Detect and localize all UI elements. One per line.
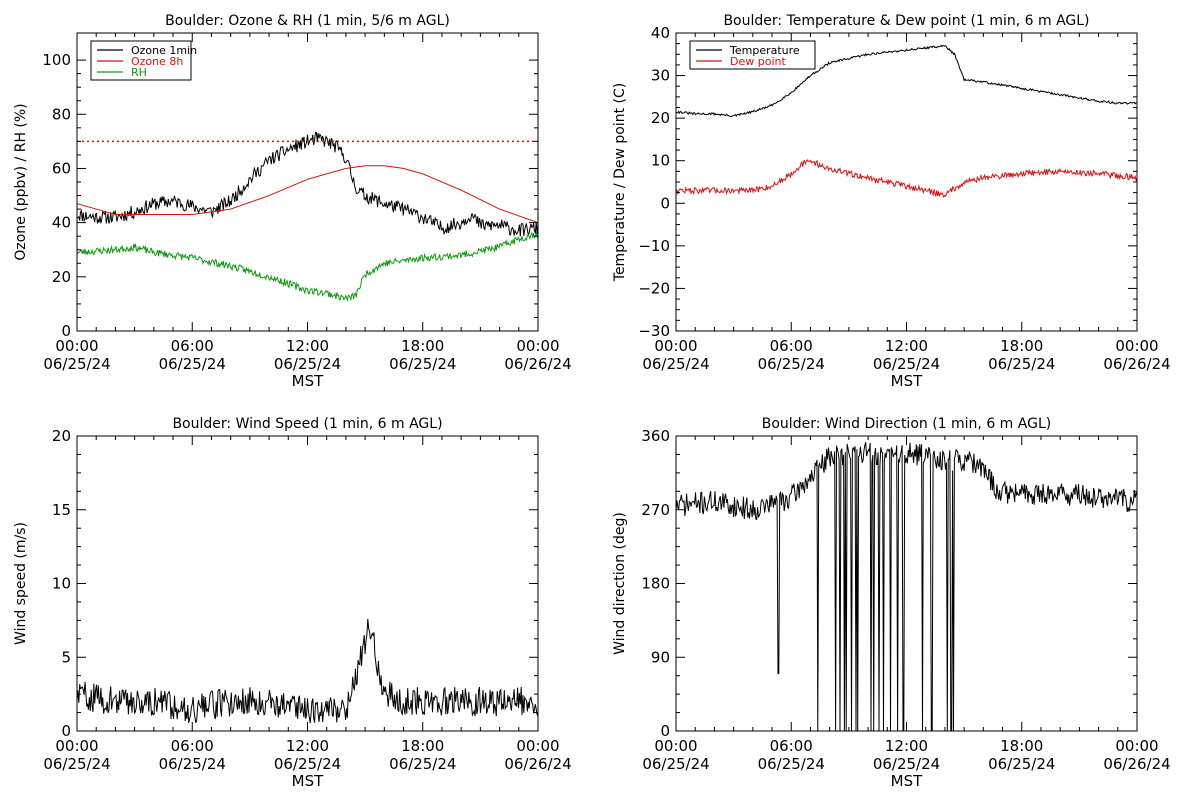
x-tick-label-date: 06/26/24 bbox=[1103, 355, 1170, 373]
y-tick-label: 0 bbox=[61, 722, 71, 740]
x-tick-label-date: 06/25/24 bbox=[758, 355, 825, 373]
x-tick-label-date: 06/25/24 bbox=[873, 755, 940, 773]
series-line-ozone-1min bbox=[77, 131, 538, 237]
chart-title: Boulder: Wind Direction (1 min, 6 m AGL) bbox=[762, 416, 1051, 432]
plot-frame bbox=[675, 435, 1138, 732]
y-tick-label: 30 bbox=[651, 67, 670, 85]
x-axis-label: MST bbox=[292, 372, 324, 390]
x-tick-label: 18:00 bbox=[401, 737, 444, 755]
x-tick-label: 00:00 bbox=[55, 337, 98, 355]
legend-label: Temperature bbox=[729, 44, 800, 57]
x-tick-label-date: 06/26/24 bbox=[504, 755, 571, 773]
y-tick-label: 20 bbox=[52, 268, 71, 286]
x-tick-label: 00:00 bbox=[516, 337, 559, 355]
x-tick-label-date: 06/25/24 bbox=[642, 755, 709, 773]
chart-panel-1: Boulder: Ozone & RH (1 min, 5/6 m AGL)00… bbox=[13, 13, 572, 390]
x-tick-label-date: 06/25/24 bbox=[43, 755, 110, 773]
x-tick-label-date: 06/25/24 bbox=[988, 355, 1055, 373]
y-tick-label: −30 bbox=[638, 322, 670, 340]
series-line-dew-point bbox=[676, 158, 1137, 199]
y-tick-label: 270 bbox=[641, 501, 670, 519]
x-tick-label: 18:00 bbox=[1000, 337, 1043, 355]
y-axis-label: Ozone (ppbv) / RH (%) bbox=[13, 103, 29, 260]
x-tick-label: 00:00 bbox=[1115, 737, 1158, 755]
chart-panel-2: Boulder: Temperature & Dew point (1 min,… bbox=[612, 13, 1171, 390]
y-tick-label: 5 bbox=[61, 648, 71, 666]
y-tick-label: −10 bbox=[638, 237, 670, 255]
x-tick-label: 06:00 bbox=[770, 737, 813, 755]
x-tick-label: 18:00 bbox=[401, 337, 444, 355]
y-tick-label: 0 bbox=[660, 194, 670, 212]
x-tick-label-date: 06/25/24 bbox=[873, 355, 940, 373]
x-axis-label: MST bbox=[292, 772, 324, 790]
series-line-panel4 bbox=[676, 442, 1137, 731]
chart-panel-4: Boulder: Wind Direction (1 min, 6 m AGL)… bbox=[612, 416, 1171, 790]
x-tick-label: 18:00 bbox=[1000, 737, 1043, 755]
y-tick-label: 90 bbox=[651, 648, 670, 666]
legend-label: Ozone 1min bbox=[131, 44, 197, 57]
plot-frame bbox=[76, 435, 539, 732]
x-tick-label: 00:00 bbox=[654, 337, 697, 355]
x-tick-label-date: 06/25/24 bbox=[642, 355, 709, 373]
chart-title: Boulder: Temperature & Dew point (1 min,… bbox=[723, 13, 1089, 29]
x-tick-label-date: 06/26/24 bbox=[1103, 755, 1170, 773]
series-line-temperature bbox=[676, 44, 1137, 118]
x-tick-label-date: 06/25/24 bbox=[758, 755, 825, 773]
x-tick-label-date: 06/25/24 bbox=[43, 355, 110, 373]
chart-panel-3: Boulder: Wind Speed (1 min, 6 m AGL) 00:0… bbox=[13, 416, 572, 790]
x-tick-label-date: 06/25/24 bbox=[159, 755, 226, 773]
legend-label: Ozone 8h bbox=[131, 55, 183, 68]
x-tick-label: 12:00 bbox=[286, 337, 329, 355]
y-tick-label: 360 bbox=[641, 427, 670, 445]
x-tick-label-date: 06/25/24 bbox=[274, 755, 341, 773]
y-tick-label: 40 bbox=[651, 24, 670, 42]
x-tick-label: 00:00 bbox=[654, 737, 697, 755]
y-tick-label: 10 bbox=[52, 575, 71, 593]
series-line-panel3 bbox=[77, 618, 538, 724]
y-tick-label: 20 bbox=[52, 427, 71, 445]
y-tick-label: 180 bbox=[641, 575, 670, 593]
y-axis-label: Wind speed (m/s) bbox=[13, 522, 29, 645]
y-tick-label: 20 bbox=[651, 109, 670, 127]
x-tick-label: 00:00 bbox=[55, 737, 98, 755]
series-line-rh bbox=[77, 231, 538, 302]
x-tick-label-date: 06/25/24 bbox=[159, 355, 226, 373]
x-tick-label: 12:00 bbox=[885, 337, 928, 355]
x-tick-label-date: 06/25/24 bbox=[389, 755, 456, 773]
x-tick-label: 06:00 bbox=[171, 337, 214, 355]
plot-frame bbox=[675, 32, 1138, 332]
y-tick-label: 40 bbox=[52, 214, 71, 232]
x-tick-label: 00:00 bbox=[516, 737, 559, 755]
x-axis-label: MST bbox=[891, 372, 923, 390]
y-tick-label: 60 bbox=[52, 159, 71, 177]
legend-label: RH bbox=[131, 66, 147, 79]
x-axis-label: MST bbox=[891, 772, 923, 790]
chart-title: Boulder: Wind Speed (1 min, 6 m AGL) bbox=[172, 416, 442, 432]
x-tick-label: 00:00 bbox=[1115, 337, 1158, 355]
y-tick-label: 15 bbox=[52, 501, 71, 519]
y-tick-label: 100 bbox=[42, 51, 71, 69]
x-tick-label: 12:00 bbox=[885, 737, 928, 755]
legend-label: Dew point bbox=[730, 55, 786, 68]
x-tick-label: 06:00 bbox=[770, 337, 813, 355]
x-tick-label: 12:00 bbox=[286, 737, 329, 755]
x-tick-label-date: 06/26/24 bbox=[504, 355, 571, 373]
x-tick-label-date: 06/25/24 bbox=[274, 355, 341, 373]
x-tick-label-date: 06/25/24 bbox=[389, 355, 456, 373]
y-axis-label: Temperature / Dew point (C) bbox=[612, 83, 628, 282]
series-line-ozone-8h bbox=[77, 165, 538, 224]
y-axis-label: Wind direction (deg) bbox=[612, 512, 628, 655]
x-tick-label-date: 06/25/24 bbox=[988, 755, 1055, 773]
y-tick-label: 0 bbox=[61, 322, 71, 340]
x-tick-label: 06:00 bbox=[171, 737, 214, 755]
legend-box bbox=[689, 40, 816, 70]
y-tick-label: 10 bbox=[651, 152, 670, 170]
y-tick-label: −20 bbox=[638, 279, 670, 297]
y-tick-label: 80 bbox=[52, 105, 71, 123]
y-tick-label: 0 bbox=[660, 722, 670, 740]
chart-title: Boulder: Ozone & RH (1 min, 5/6 m AGL) bbox=[165, 13, 450, 29]
